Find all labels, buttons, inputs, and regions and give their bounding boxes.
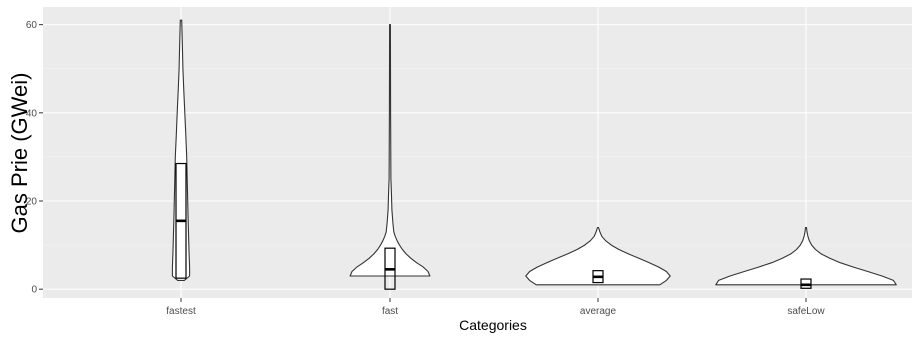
violins: [171, 19, 897, 286]
x-axis: fastest fast average safeLow: [166, 298, 825, 317]
y-axis-title: Gas Prie (GWei): [7, 73, 32, 234]
y-tick-label: 0: [31, 285, 37, 296]
x-tick-label: fastest: [166, 306, 196, 317]
violin-safeLow: [715, 226, 897, 286]
violin-fast: [349, 24, 431, 277]
x-axis-title: Categories: [459, 317, 527, 333]
x-tick-label: safeLow: [787, 306, 825, 317]
x-tick-label: fast: [382, 306, 398, 317]
violin-fastest: [171, 19, 191, 281]
boxplots: [175, 162, 812, 290]
violin-average: [525, 226, 671, 286]
x-tick-label: average: [580, 306, 617, 317]
y-axis: 0 20 40 60: [26, 20, 43, 296]
y-tick-label: 60: [26, 20, 38, 31]
y-tick-label: 40: [26, 108, 38, 119]
y-tick-label: 20: [26, 197, 38, 208]
